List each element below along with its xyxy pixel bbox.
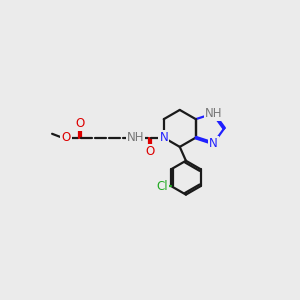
Text: N: N (159, 131, 168, 144)
Text: N: N (209, 137, 218, 150)
Text: NH: NH (127, 131, 144, 144)
Text: O: O (75, 117, 85, 130)
Text: O: O (145, 145, 154, 158)
Text: N: N (209, 137, 218, 150)
Text: O: O (61, 131, 70, 144)
Text: NH: NH (205, 107, 222, 120)
Text: NH: NH (127, 131, 144, 144)
Text: O: O (75, 117, 85, 130)
Text: O: O (145, 145, 154, 158)
Text: O: O (61, 131, 70, 144)
Text: N: N (159, 131, 168, 144)
Text: NH: NH (205, 107, 222, 120)
Text: Cl: Cl (156, 180, 168, 193)
